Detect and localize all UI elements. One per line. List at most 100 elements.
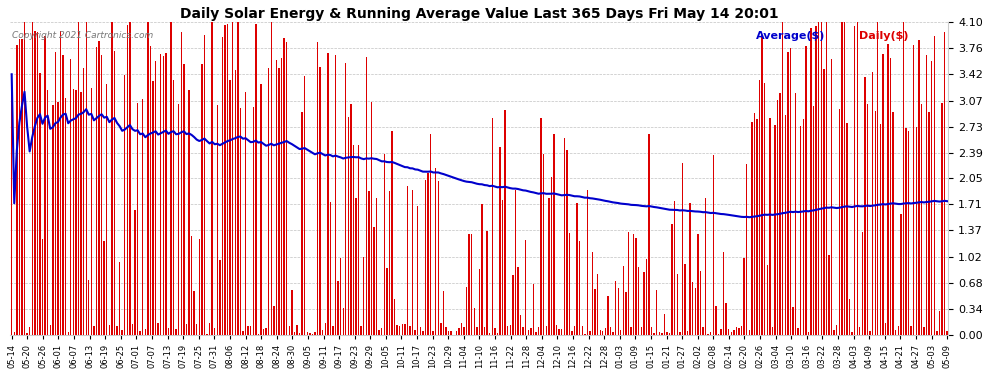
Bar xyxy=(240,108,242,335)
Title: Daily Solar Energy & Running Average Value Last 365 Days Fri May 14 20:01: Daily Solar Energy & Running Average Val… xyxy=(180,7,779,21)
Bar xyxy=(335,55,337,335)
Bar xyxy=(494,328,496,335)
Bar xyxy=(715,306,717,335)
Bar xyxy=(666,332,667,335)
Bar xyxy=(692,282,693,335)
Bar xyxy=(721,329,722,335)
Bar xyxy=(255,24,256,335)
Bar xyxy=(402,324,403,335)
Bar xyxy=(417,206,419,335)
Bar xyxy=(109,325,110,335)
Bar xyxy=(723,252,725,335)
Bar xyxy=(777,100,778,335)
Bar xyxy=(726,303,727,335)
Bar xyxy=(836,325,838,335)
Bar xyxy=(507,326,509,335)
Bar xyxy=(386,268,388,335)
Bar xyxy=(523,327,524,335)
Bar xyxy=(810,28,812,335)
Bar xyxy=(530,328,532,335)
Bar xyxy=(774,125,776,335)
Bar xyxy=(615,281,617,335)
Bar xyxy=(347,117,349,335)
Bar xyxy=(929,112,930,335)
Bar xyxy=(320,67,321,335)
Bar xyxy=(52,105,53,335)
Bar xyxy=(571,331,572,335)
Bar xyxy=(834,330,835,335)
Bar xyxy=(748,330,750,335)
Bar xyxy=(795,93,796,335)
Bar xyxy=(734,330,735,335)
Bar xyxy=(525,240,527,335)
Bar xyxy=(415,330,416,335)
Bar xyxy=(771,327,773,335)
Bar xyxy=(291,290,292,335)
Bar xyxy=(741,326,742,335)
Bar xyxy=(874,111,876,335)
Bar xyxy=(460,323,462,335)
Bar xyxy=(468,234,470,335)
Bar xyxy=(296,326,298,335)
Bar xyxy=(645,259,647,335)
Bar xyxy=(230,80,231,335)
Bar xyxy=(623,266,624,335)
Bar xyxy=(587,190,588,335)
Bar xyxy=(679,332,680,335)
Bar xyxy=(600,330,601,335)
Bar xyxy=(550,177,552,335)
Bar xyxy=(576,202,578,335)
Bar xyxy=(340,258,342,335)
Bar xyxy=(674,201,675,335)
Bar xyxy=(154,61,156,335)
Bar xyxy=(188,90,190,335)
Bar xyxy=(473,308,475,335)
Bar xyxy=(157,323,158,335)
Bar xyxy=(24,22,25,335)
Bar xyxy=(137,103,139,335)
Bar xyxy=(117,326,118,335)
Bar xyxy=(561,329,562,335)
Bar xyxy=(759,80,760,335)
Bar xyxy=(232,22,234,335)
Bar xyxy=(135,210,136,335)
Bar xyxy=(301,112,303,335)
Bar xyxy=(602,331,604,335)
Bar xyxy=(80,92,82,335)
Bar xyxy=(808,332,809,335)
Bar xyxy=(275,60,277,335)
Text: Copyright 2021 Cartronics.com: Copyright 2021 Cartronics.com xyxy=(12,32,153,40)
Bar xyxy=(85,22,87,335)
Bar xyxy=(160,54,161,335)
Bar xyxy=(641,327,643,335)
Bar xyxy=(299,333,300,335)
Bar xyxy=(193,291,195,335)
Bar xyxy=(872,72,873,335)
Bar xyxy=(373,227,375,335)
Bar xyxy=(42,239,44,335)
Bar xyxy=(579,241,580,335)
Bar xyxy=(47,90,49,335)
Bar xyxy=(769,118,770,335)
Bar xyxy=(787,52,789,335)
Bar xyxy=(848,298,850,335)
Bar xyxy=(921,104,922,335)
Bar xyxy=(631,327,632,335)
Bar xyxy=(309,333,311,335)
Bar xyxy=(839,110,840,335)
Bar xyxy=(831,59,833,335)
Bar xyxy=(843,22,845,335)
Bar xyxy=(78,22,79,335)
Bar xyxy=(517,267,519,335)
Bar xyxy=(782,22,783,335)
Bar xyxy=(728,328,730,335)
Bar xyxy=(851,332,852,335)
Bar xyxy=(937,331,938,335)
Bar xyxy=(59,31,61,335)
Bar xyxy=(900,214,902,335)
Bar xyxy=(11,74,13,335)
Bar xyxy=(779,93,781,335)
Bar xyxy=(83,68,84,335)
Bar xyxy=(96,47,97,335)
Bar xyxy=(343,308,344,335)
